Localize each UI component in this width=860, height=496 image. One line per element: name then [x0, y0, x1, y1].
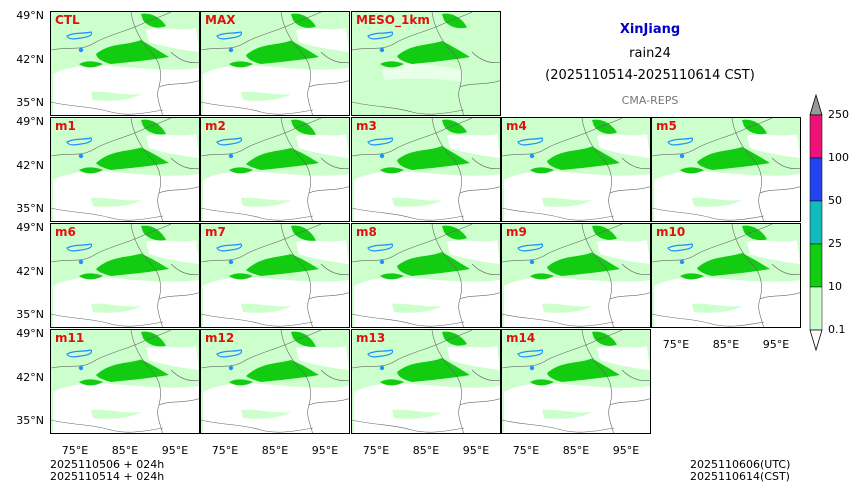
lon-tick-label: 75°E: [662, 338, 690, 351]
panel-label: m4: [506, 119, 527, 133]
lat-tick-label: 49°N: [16, 9, 44, 22]
lat-tick-label: 49°N: [16, 115, 44, 128]
lat-tick-label: 49°N: [16, 327, 44, 340]
lon-tick-label: 85°E: [412, 444, 440, 457]
map-panel: m4: [501, 117, 651, 222]
panel-label: MESO_1km: [356, 13, 430, 27]
lat-tick-label: 42°N: [16, 53, 44, 66]
colorbar-level-label: 100: [828, 151, 849, 164]
colorbar-level-label: 0.1: [828, 323, 846, 336]
colorbar-level-label: 250: [828, 108, 849, 121]
colorbar-level-label: 25: [828, 237, 842, 250]
map-panel: m3: [351, 117, 501, 222]
lat-tick-label: 35°N: [16, 414, 44, 427]
lon-tick-label: 85°E: [261, 444, 289, 457]
colorbar: [809, 93, 823, 355]
map-panel: MAX: [200, 11, 350, 116]
region-title: XinJiang: [619, 22, 681, 37]
panel-label: CTL: [55, 13, 80, 27]
colorbar-extend-below: [809, 329, 823, 352]
colorbar-level-label: 50: [828, 194, 842, 207]
map-panel: m10: [651, 223, 801, 328]
panel-label: m14: [506, 331, 536, 345]
lon-tick-label: 85°E: [712, 338, 740, 351]
lat-tick-label: 35°N: [16, 308, 44, 321]
lon-tick-label: 95°E: [612, 444, 640, 457]
map-panel: m6: [50, 223, 200, 328]
map-panel: m14: [501, 329, 651, 434]
lat-tick-label: 49°N: [16, 221, 44, 234]
map-panel: m5: [651, 117, 801, 222]
variable-title: rain24: [629, 46, 671, 61]
colorbar-segment: [809, 286, 823, 331]
panel-label: m6: [55, 225, 76, 239]
valid-utc-line: 2025110606(UTC): [690, 458, 791, 471]
init-utc-line: 2025110506 + 024h: [50, 458, 165, 471]
init-time-info: 2025110506 + 024h 2025110514 + 024h: [50, 459, 164, 483]
map-panel: m9: [501, 223, 651, 328]
valid-cst-line: 2025110614(CST): [690, 470, 790, 483]
map-panel: m7: [200, 223, 350, 328]
colorbar-level-label: 10: [828, 280, 842, 293]
lon-tick-label: 85°E: [562, 444, 590, 457]
lat-tick-label: 42°N: [16, 371, 44, 384]
map-panel: m13: [351, 329, 501, 434]
panel-label: m8: [356, 225, 377, 239]
panel-label: m1: [55, 119, 76, 133]
map-panel: MESO_1km: [351, 11, 501, 116]
colorbar-extend-above: [809, 93, 823, 116]
lon-tick-label: 85°E: [111, 444, 139, 457]
map-panel: m1: [50, 117, 200, 222]
lon-tick-label: 95°E: [161, 444, 189, 457]
lat-tick-label: 35°N: [16, 96, 44, 109]
init-cst-line: 2025110514 + 024h: [50, 470, 165, 483]
panel-label: m11: [55, 331, 85, 345]
panel-label: m5: [656, 119, 677, 133]
map-panel: m8: [351, 223, 501, 328]
map-panel: m2: [200, 117, 350, 222]
panel-label: m2: [205, 119, 226, 133]
lon-tick-label: 75°E: [211, 444, 239, 457]
lon-tick-label: 75°E: [61, 444, 89, 457]
source-title: CMA-REPS: [621, 94, 679, 107]
lon-tick-label: 75°E: [362, 444, 390, 457]
colorbar-segment: [809, 157, 823, 202]
lat-tick-label: 42°N: [16, 265, 44, 278]
panel-label: m7: [205, 225, 226, 239]
panel-label: m13: [356, 331, 386, 345]
map-panel: m12: [200, 329, 350, 434]
lon-tick-label: 95°E: [462, 444, 490, 457]
colorbar-segment: [809, 243, 823, 288]
colorbar-segment: [809, 114, 823, 159]
map-panel: CTL: [50, 11, 200, 116]
panel-label: m12: [205, 331, 235, 345]
panel-label: m10: [656, 225, 686, 239]
panel-label: MAX: [205, 13, 236, 27]
period-title: (2025110514-2025110614 CST): [545, 68, 755, 83]
lat-tick-label: 35°N: [16, 202, 44, 215]
colorbar-segment: [809, 200, 823, 245]
lon-tick-label: 75°E: [512, 444, 540, 457]
panel-label: m9: [506, 225, 527, 239]
valid-time-info: 2025110606(UTC) 2025110614(CST): [690, 459, 790, 483]
map-panel: m11: [50, 329, 200, 434]
panel-label: m3: [356, 119, 377, 133]
lon-tick-label: 95°E: [311, 444, 339, 457]
lon-tick-label: 95°E: [762, 338, 790, 351]
lat-tick-label: 42°N: [16, 159, 44, 172]
